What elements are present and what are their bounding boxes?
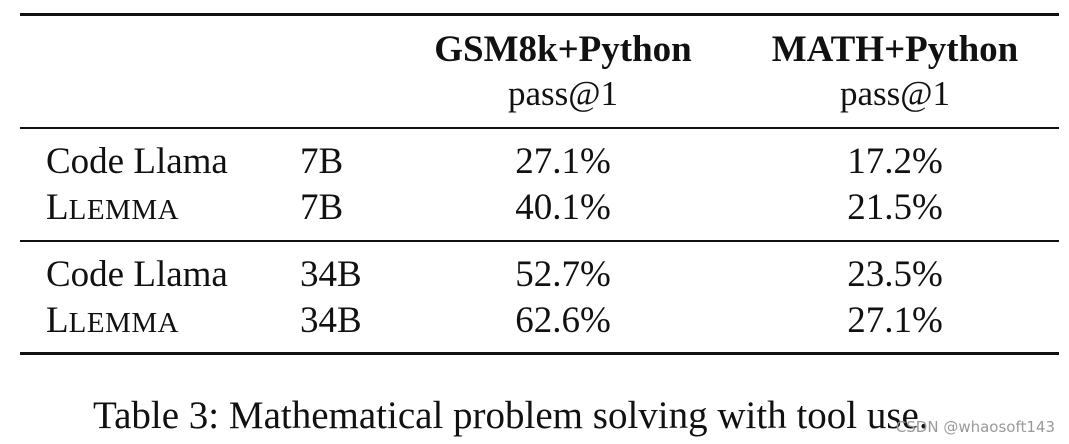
row-gsm8k-score: 52.7% <box>515 254 611 295</box>
model-rest: LEMMA <box>68 307 180 339</box>
header-math-subtitle: pass@1 <box>839 74 951 113</box>
row-math-score: 27.1% <box>847 300 943 341</box>
bottom-rule <box>20 352 1059 355</box>
model-initial: L <box>46 300 69 341</box>
row-size: 7B <box>300 141 344 182</box>
row-gsm8k-score: 40.1% <box>515 187 611 228</box>
row-size: 7B <box>300 187 344 228</box>
model-initial: L <box>46 187 69 228</box>
header-gsm8k-title: GSM8k+Python <box>434 29 692 70</box>
row-math-score: 17.2% <box>847 141 943 182</box>
group-rule <box>20 240 1059 242</box>
row-model: LLEMMA <box>46 189 179 226</box>
model-rest: LEMMA <box>68 194 180 226</box>
top-rule <box>20 13 1059 16</box>
row-size: 34B <box>300 254 362 295</box>
row-model: Code Llama <box>46 141 228 182</box>
row-model: Code Llama <box>46 254 228 295</box>
row-model: LLEMMA <box>46 302 179 339</box>
header-math-title: MATH+Python <box>771 29 1019 70</box>
watermark: CSDN @whaosoft143 <box>895 418 1055 436</box>
row-size: 34B <box>300 300 362 341</box>
header-rule <box>20 127 1059 129</box>
row-math-score: 23.5% <box>847 254 943 295</box>
header-gsm8k-subtitle: pass@1 <box>507 74 619 113</box>
row-gsm8k-score: 27.1% <box>515 141 611 182</box>
row-math-score: 21.5% <box>847 187 943 228</box>
table-caption: Table 3: Mathematical problem solving wi… <box>93 394 929 437</box>
row-gsm8k-score: 62.6% <box>515 300 611 341</box>
